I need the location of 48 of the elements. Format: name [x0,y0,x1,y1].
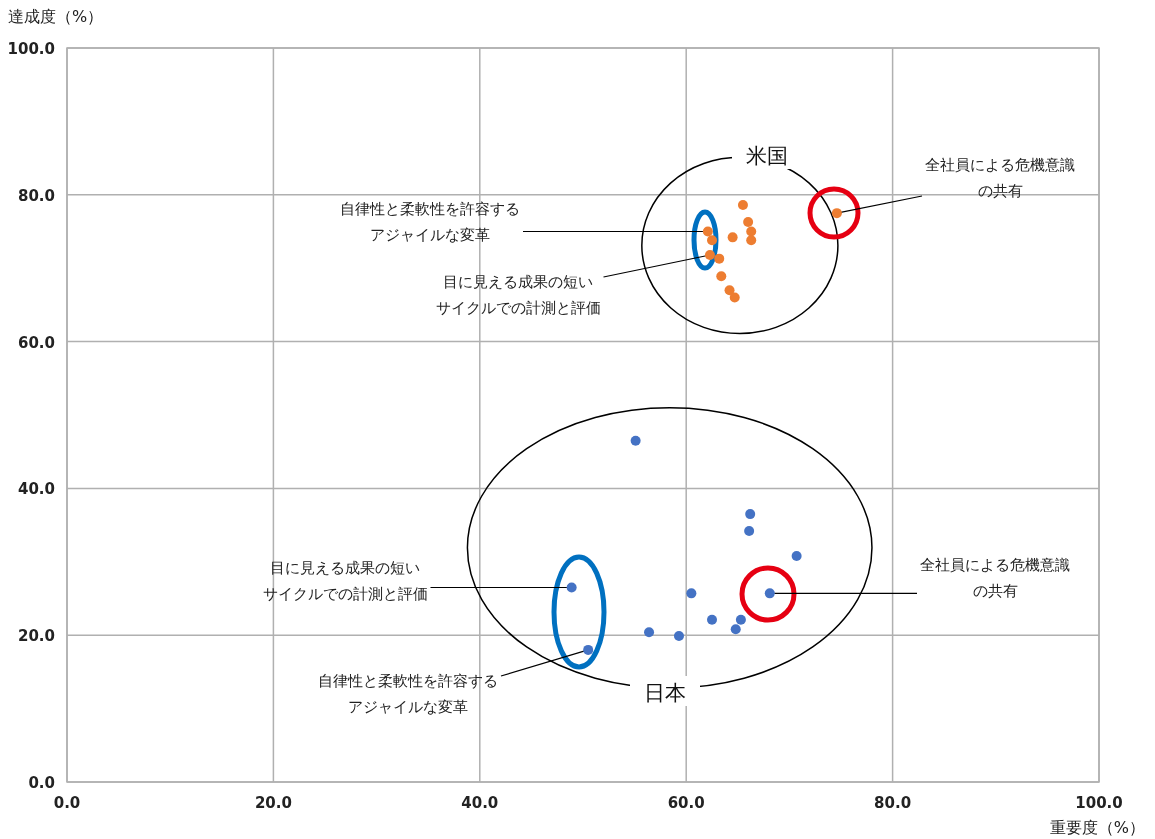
point [686,588,697,599]
annotation: 全社員による危機意識の共有 [920,556,1070,600]
point [716,271,727,282]
point [764,588,775,599]
point [746,235,757,246]
point [702,226,713,237]
x-axis-title: 重要度（%） [1049,818,1145,837]
point [566,582,577,593]
point [744,525,755,536]
point [729,292,740,303]
point [735,614,746,625]
annotation: 目に見える成果の短いサイクルでの計測と評価 [262,559,428,603]
point [791,550,802,561]
point [673,630,684,641]
y-tick-label: 20.0 [17,627,55,646]
point [714,253,725,264]
x-tick-label: 40.0 [461,794,499,812]
point [737,200,748,211]
point [831,208,842,219]
y-tick-label: 0.0 [28,774,55,792]
point [724,285,735,296]
annotation: 自律性と柔軟性を許容するアジャイルな変革 [340,200,520,244]
y-tick-label: 60.0 [17,333,55,352]
point [630,435,641,446]
point [704,249,715,260]
y-axis-title: 達成度（%） [8,7,104,26]
y-tick-label: 80.0 [17,186,55,205]
point [743,216,754,227]
point [730,624,741,635]
x-tick-label: 100.0 [1075,794,1123,812]
point [583,644,594,655]
annotation: 自律性と柔軟性を許容するアジャイルな変革 [318,672,498,716]
point [727,232,738,243]
x-tick-label: 0.0 [53,794,81,812]
point [746,226,757,237]
point [644,627,655,638]
y-tick-label: 40.0 [17,480,55,499]
x-tick-label: 60.0 [667,794,705,812]
point [745,509,756,520]
annotation: 全社員による危機意識の共有 [925,156,1075,200]
annotation: 目に見える成果の短いサイクルでの計測と評価 [435,273,601,317]
point [707,235,717,246]
x-tick-label: 20.0 [254,794,292,812]
x-tick-label: 80.0 [874,794,912,812]
series-label: 米国 [746,144,788,168]
point [707,614,717,625]
series-label: 日本 [644,681,686,705]
y-tick-label: 100.0 [7,40,55,58]
